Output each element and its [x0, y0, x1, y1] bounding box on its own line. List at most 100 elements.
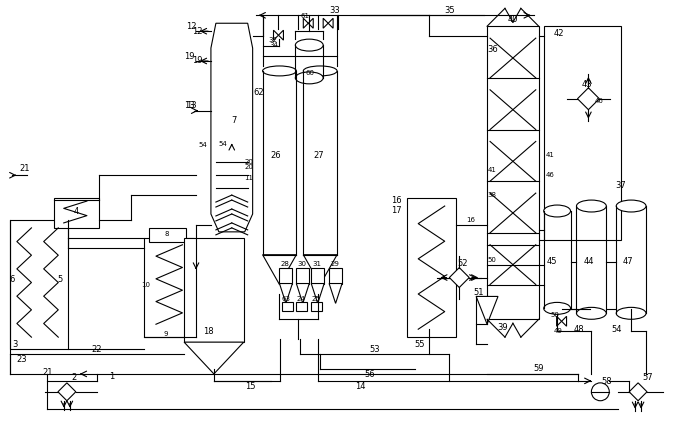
Text: 21: 21: [19, 164, 29, 173]
Bar: [311, 268, 324, 283]
Text: 16: 16: [391, 196, 402, 205]
Polygon shape: [211, 23, 252, 232]
Polygon shape: [577, 88, 599, 109]
Bar: [487, 26, 539, 319]
Ellipse shape: [544, 205, 570, 217]
Bar: [407, 198, 456, 337]
Text: 5: 5: [57, 275, 62, 284]
Text: 33: 33: [330, 6, 340, 15]
Polygon shape: [328, 18, 333, 28]
Text: 50: 50: [550, 312, 559, 318]
Text: 41: 41: [488, 167, 496, 173]
Text: 13: 13: [186, 101, 196, 110]
Bar: [150, 228, 186, 242]
Text: 11: 11: [244, 175, 253, 181]
Text: 43: 43: [582, 80, 593, 89]
Polygon shape: [311, 283, 324, 304]
Text: 48: 48: [573, 325, 584, 334]
Text: 54: 54: [611, 325, 621, 334]
Text: 36: 36: [488, 45, 498, 53]
Text: 54: 54: [219, 141, 227, 147]
Bar: [280, 268, 292, 283]
Ellipse shape: [303, 66, 337, 76]
Text: 27: 27: [313, 151, 324, 160]
Text: 61: 61: [301, 13, 310, 19]
Text: 20: 20: [244, 159, 253, 165]
Text: 46: 46: [545, 172, 554, 178]
Text: 19: 19: [184, 51, 194, 61]
Text: 13: 13: [184, 101, 194, 110]
Ellipse shape: [544, 302, 570, 314]
Text: 58: 58: [601, 377, 612, 386]
Text: 34: 34: [269, 42, 278, 48]
Polygon shape: [323, 18, 328, 28]
Text: 10: 10: [141, 282, 150, 288]
Polygon shape: [296, 283, 309, 304]
Text: 6: 6: [10, 275, 15, 284]
Text: 59: 59: [533, 365, 544, 373]
Text: 21: 21: [43, 368, 53, 377]
Text: 24: 24: [297, 296, 305, 302]
Text: 8: 8: [165, 231, 169, 237]
Text: 3: 3: [13, 340, 18, 349]
Bar: [329, 268, 342, 283]
Circle shape: [591, 383, 610, 401]
Bar: [311, 302, 322, 312]
Bar: [145, 238, 194, 337]
Ellipse shape: [577, 307, 606, 319]
Ellipse shape: [296, 72, 323, 84]
Text: 32: 32: [268, 37, 277, 43]
Polygon shape: [263, 255, 296, 285]
Text: 40: 40: [507, 15, 518, 24]
Bar: [282, 302, 294, 312]
Polygon shape: [449, 268, 469, 288]
Text: 12: 12: [192, 27, 202, 36]
Text: 45: 45: [547, 257, 557, 266]
Text: 12: 12: [186, 22, 196, 31]
Polygon shape: [184, 342, 244, 374]
Ellipse shape: [617, 307, 646, 319]
Text: 30: 30: [298, 261, 307, 266]
Polygon shape: [58, 383, 75, 401]
Polygon shape: [278, 30, 283, 40]
Text: 15: 15: [245, 382, 256, 392]
Text: 31: 31: [312, 261, 322, 266]
Text: 42: 42: [554, 29, 564, 37]
Bar: [296, 268, 309, 283]
Text: 22: 22: [92, 344, 102, 354]
Text: 18: 18: [203, 327, 213, 336]
Text: 38: 38: [488, 192, 496, 198]
Text: 55: 55: [415, 340, 425, 349]
Polygon shape: [280, 283, 292, 304]
Text: 9: 9: [164, 331, 168, 337]
Polygon shape: [303, 255, 337, 285]
Text: 37: 37: [615, 181, 626, 190]
Polygon shape: [476, 296, 498, 324]
Ellipse shape: [296, 39, 323, 51]
Text: 25: 25: [312, 296, 321, 302]
Polygon shape: [629, 383, 647, 401]
Polygon shape: [308, 18, 313, 28]
Ellipse shape: [617, 200, 646, 212]
Bar: [296, 302, 308, 312]
Polygon shape: [273, 30, 278, 40]
Text: 4: 4: [73, 208, 78, 216]
Text: 39: 39: [498, 323, 508, 332]
Text: 41: 41: [545, 152, 554, 158]
Text: 1: 1: [109, 373, 114, 381]
Ellipse shape: [577, 200, 606, 212]
Bar: [54, 198, 99, 228]
Text: 2: 2: [71, 373, 76, 382]
Text: 47: 47: [623, 257, 633, 266]
Text: 54: 54: [199, 142, 208, 149]
Text: 20: 20: [244, 164, 253, 170]
Text: 28: 28: [281, 261, 290, 266]
Text: 52: 52: [457, 259, 468, 268]
Text: 51: 51: [473, 288, 484, 297]
Polygon shape: [561, 316, 567, 326]
Text: 60: 60: [305, 70, 315, 76]
Polygon shape: [329, 283, 342, 304]
Text: 16: 16: [467, 217, 476, 223]
Text: 49: 49: [554, 328, 563, 334]
Polygon shape: [556, 316, 561, 326]
